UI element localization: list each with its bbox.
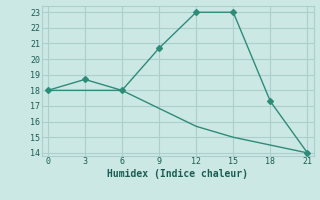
X-axis label: Humidex (Indice chaleur): Humidex (Indice chaleur) [107,169,248,179]
